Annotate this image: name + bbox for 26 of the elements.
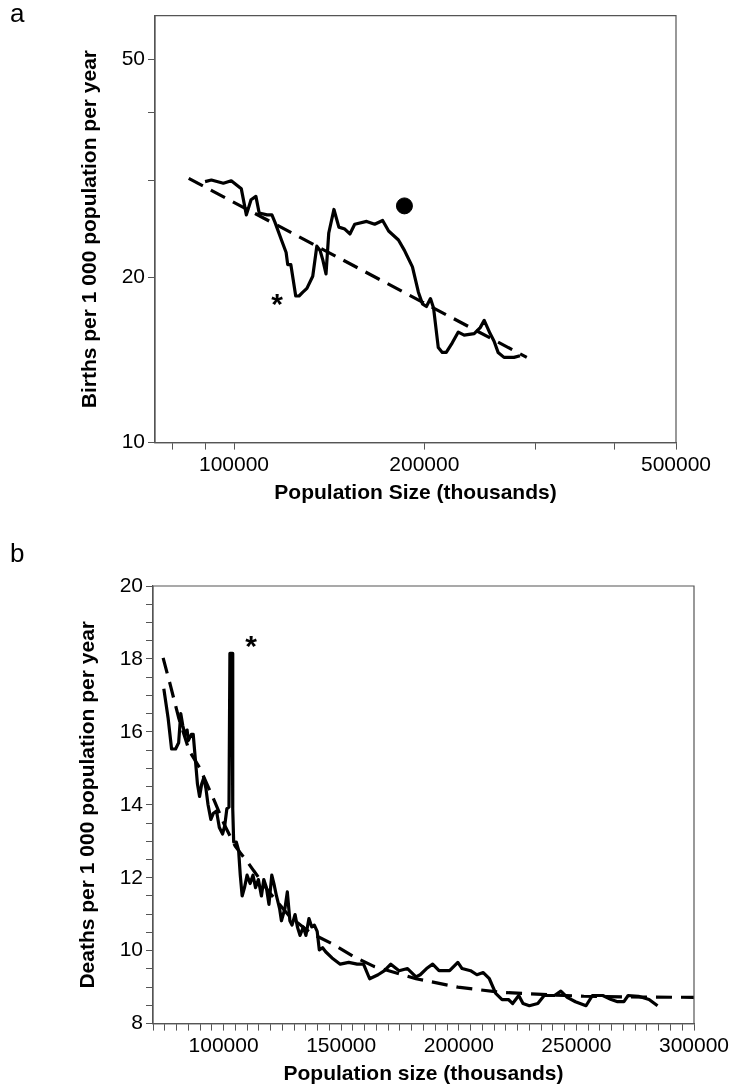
text: a: [10, 0, 25, 29]
x-tick-label: 200000: [423, 1033, 494, 1056]
y-tick-label: 50: [121, 45, 145, 69]
annotation: *: [271, 287, 284, 321]
y-tick-label: 10: [119, 937, 143, 961]
x-axis-title: Population Size (thousands): [274, 480, 557, 504]
y-axis-title: Births per 1 000 population per year: [77, 49, 101, 409]
y-tick-label: 12: [119, 864, 143, 888]
y-tick-label: 14: [119, 791, 144, 815]
x-tick-label: 100000: [198, 452, 270, 475]
y-tick-label: 20: [121, 264, 145, 288]
x-tick-label: 100000: [188, 1033, 259, 1056]
y-tick-label: 18: [119, 645, 143, 669]
annotation: *: [245, 629, 258, 663]
y-tick-label: 10: [121, 429, 145, 453]
text: b: [10, 538, 25, 569]
y-axis-title: Deaths per 1 000 population per year: [75, 620, 99, 989]
y-tick-label: 20: [119, 572, 143, 596]
y-tick-label: 8: [131, 1010, 143, 1034]
y-tick-label: 16: [119, 718, 143, 742]
x-tick-label: 250000: [541, 1033, 612, 1056]
x-axis-title: Population size (thousands): [283, 1061, 564, 1085]
x-tick-label: 150000: [306, 1033, 377, 1056]
x-tick-label: 500000: [640, 452, 712, 475]
x-tick-label: 300000: [658, 1033, 730, 1056]
x-tick-label: 200000: [389, 452, 460, 475]
